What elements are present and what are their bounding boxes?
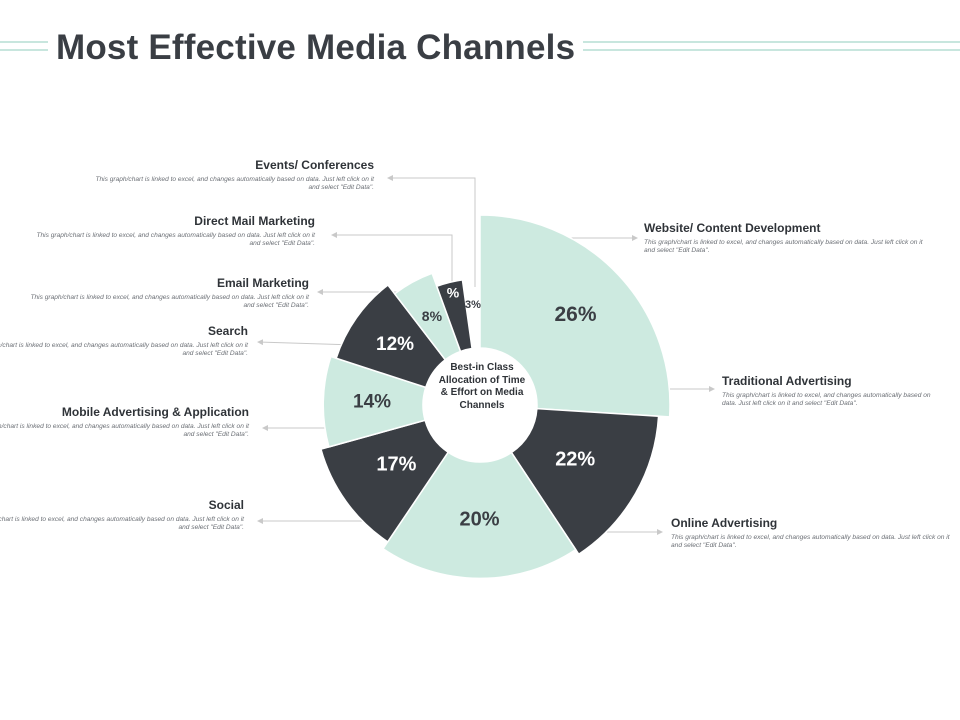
label-heading: Website/ Content Development <box>644 221 821 235</box>
value-label-events: % <box>447 285 460 301</box>
label-direct-mail-marketing: Direct Mail Marketing This graph/chart i… <box>25 214 315 248</box>
value-label-website: 26% <box>554 303 596 326</box>
label-description: This graph/chart is linked to excel, and… <box>671 534 950 549</box>
leader-direct-mail-marketing <box>331 232 453 290</box>
value-label-mobile: 14% <box>353 392 391 413</box>
value-label-search: 12% <box>376 334 414 355</box>
label-heading: Online Advertising <box>671 516 778 530</box>
label-events-conferences: Events/ Conferences This graph/chart is … <box>84 158 374 192</box>
value-label-online: 20% <box>459 508 499 530</box>
leader-search <box>257 339 356 346</box>
label-description: This graph/chart is linked to excel, and… <box>0 516 244 531</box>
page-title: Most Effective Media Channels <box>48 26 584 70</box>
label-online-advertising: Online Advertising This graph/chart is l… <box>671 516 960 550</box>
leader-events-conferences <box>387 175 476 287</box>
label-search: Search This graph/chart is linked to exc… <box>0 324 248 358</box>
chart-center-label: Best-in Class Allocation of Time & Effor… <box>438 362 526 411</box>
bar-traditional <box>510 407 660 556</box>
label-heading: Traditional Advertising <box>722 374 852 388</box>
label-heading: Search <box>207 324 248 338</box>
label-description: This graph/chart is linked to excel, and… <box>36 232 315 247</box>
label-heading: Direct Mail Marketing <box>194 214 315 228</box>
label-description: This graph/chart is linked to excel, and… <box>0 423 249 438</box>
label-heading: Mobile Advertising & Application <box>61 405 249 419</box>
value-label-social: 17% <box>376 453 416 475</box>
label-description: This graph/chart is linked to excel, and… <box>95 176 374 191</box>
label-website-content-development: Website/ Content Development This graph/… <box>644 221 934 255</box>
label-heading: Email Marketing <box>216 276 309 290</box>
label-description: This graph/chart is linked to excel, and… <box>722 392 931 407</box>
chart-center-hole <box>423 348 537 462</box>
value-label-email: 8% <box>422 308 443 324</box>
label-traditional-advertising: Traditional Advertising This graph/chart… <box>722 374 947 408</box>
label-heading: Social <box>208 498 244 512</box>
label-description: This graph/chart is linked to excel, and… <box>0 342 248 357</box>
label-description: This graph/chart is linked to excel, and… <box>644 239 923 254</box>
value-label-traditional: 22% <box>555 448 595 470</box>
value-label-direct-mail: 3% <box>465 299 481 311</box>
label-heading: Events/ Conferences <box>255 158 374 172</box>
label-mobile-advertising: Mobile Advertising & Application This gr… <box>0 405 249 439</box>
label-description: This graph/chart is linked to excel, and… <box>30 294 309 309</box>
label-email-marketing: Email Marketing This graph/chart is link… <box>19 276 309 310</box>
label-social: Social This graph/chart is linked to exc… <box>0 498 244 532</box>
